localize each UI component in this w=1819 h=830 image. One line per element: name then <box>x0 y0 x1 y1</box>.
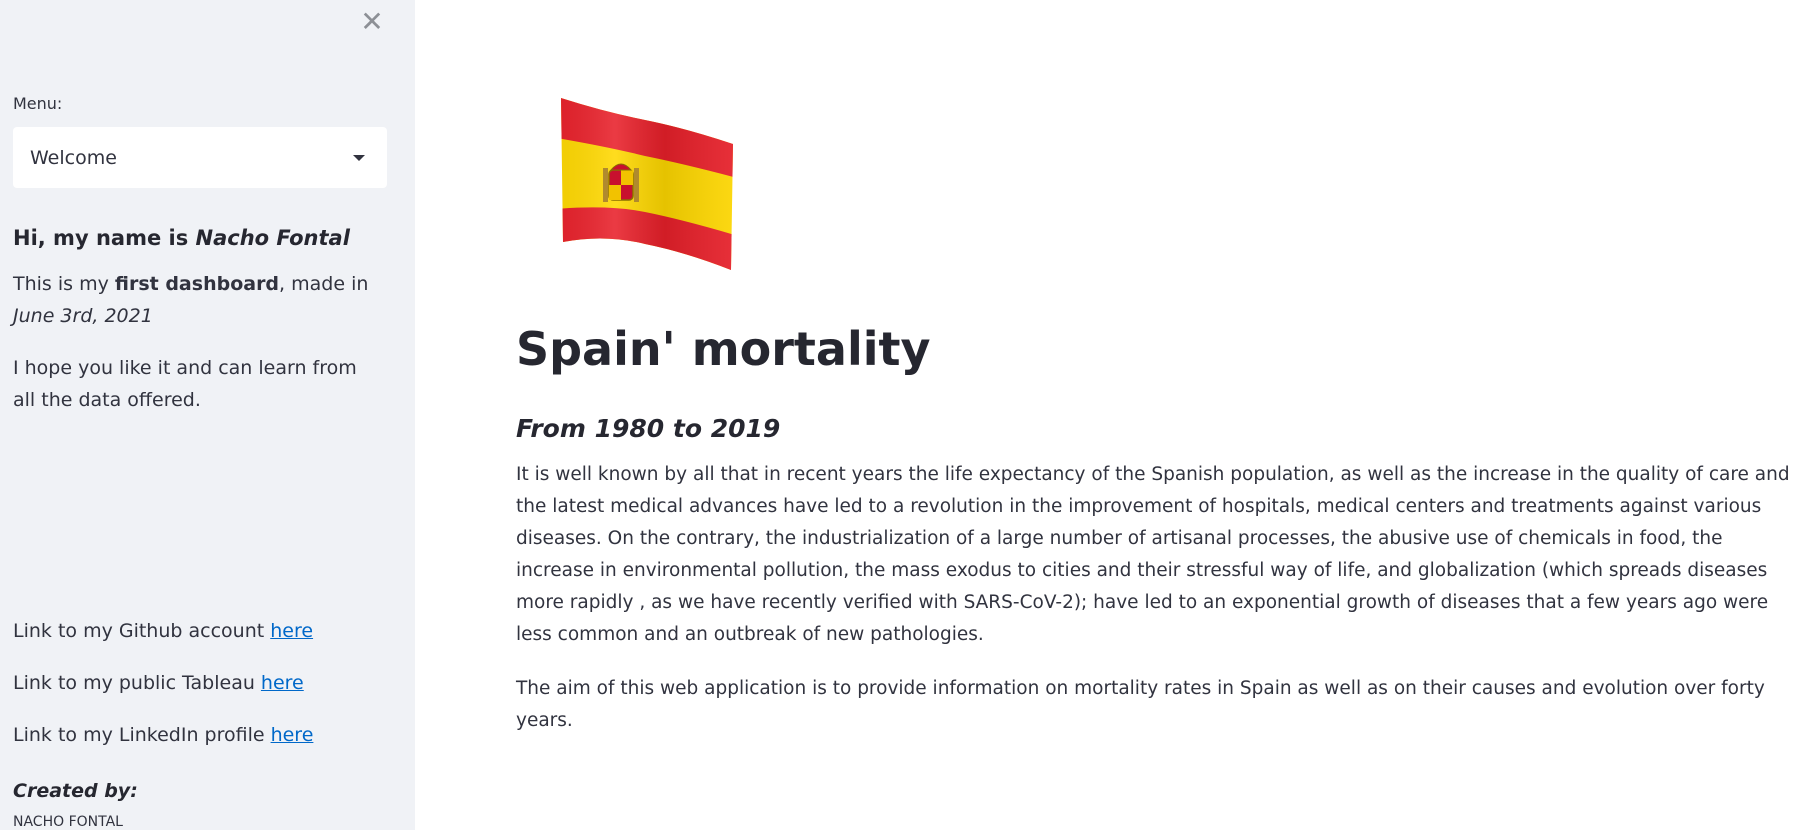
greeting-prefix: Hi, my name is <box>13 226 196 250</box>
menu-select[interactable]: Welcome <box>13 127 387 188</box>
created-by-label: Created by: <box>13 780 138 802</box>
author-name: NACHO FONTAL <box>13 814 123 830</box>
linkedin-link[interactable]: here <box>270 724 314 746</box>
tableau-link-line: Link to my public Tableau here <box>13 672 304 694</box>
sidebar-intro: This is my first dashboard, made in June… <box>13 268 383 332</box>
greeting-name: Nacho Fontal <box>195 226 350 250</box>
page-title: Spain' mortality <box>516 322 931 376</box>
intro-bold: first dashboard <box>114 273 280 295</box>
close-icon[interactable]: ✕ <box>360 5 384 38</box>
page-subtitle: From 1980 to 2019 <box>516 414 781 443</box>
menu-label: Menu: <box>13 94 63 113</box>
sidebar: ✕ Menu: Welcome Hi, my name is Nacho Fon… <box>0 0 415 830</box>
chevron-down-icon <box>353 155 365 161</box>
linkedin-link-line: Link to my LinkedIn profile here <box>13 724 313 746</box>
intro-prefix: This is my <box>13 273 115 295</box>
menu-select-value: Welcome <box>30 146 117 169</box>
intro-paragraph: It is well known by all that in recent y… <box>516 464 1790 645</box>
tableau-link[interactable]: here <box>260 672 304 694</box>
sidebar-greeting: Hi, my name is Nacho Fontal <box>13 226 350 250</box>
spain-flag-icon <box>561 98 733 270</box>
github-link[interactable]: here <box>270 620 314 642</box>
github-link-line: Link to my Github account here <box>13 620 313 642</box>
tableau-link-prefix: Link to my public Tableau <box>13 672 261 694</box>
github-link-prefix: Link to my Github account <box>13 620 271 642</box>
intro-date: June 3rd, 2021 <box>13 305 153 327</box>
intro-middle: , made in <box>279 273 369 295</box>
sidebar-hope-text: I hope you like it and can learn from al… <box>13 357 357 411</box>
aim-paragraph: The aim of this web application is to pr… <box>516 678 1765 731</box>
main-content: Spain' mortality From 1980 to 2019 It is… <box>415 0 1819 830</box>
linkedin-link-prefix: Link to my LinkedIn profile <box>13 724 271 746</box>
